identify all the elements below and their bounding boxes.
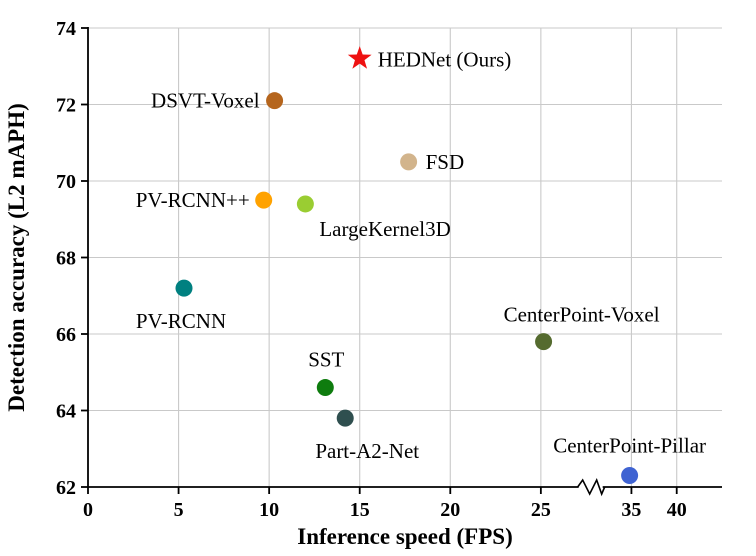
y-tick-label-62: 62 (56, 477, 76, 499)
x-tick-label-10: 10 (259, 499, 279, 521)
point-dsvt-voxel (266, 92, 284, 110)
point-label-centerpoint-voxel: CenterPoint-Voxel (504, 303, 660, 327)
y-tick-label-70: 70 (56, 171, 76, 193)
x-tick-label-25: 25 (531, 499, 551, 521)
point-label-pv-rcnn: PV-RCNN (136, 309, 226, 333)
point-part-a2-net (336, 409, 354, 427)
point-centerpoint-voxel (535, 333, 553, 351)
point-hednet-ours (347, 46, 372, 69)
x-tick-label-20: 20 (440, 499, 460, 521)
y-tick-label-68: 68 (56, 248, 76, 270)
x-tick-label-40: 40 (667, 499, 687, 521)
point-label-hednet-ours: HEDNet (Ours) (378, 48, 512, 72)
x-tick-label-35: 35 (621, 499, 641, 521)
point-centerpoint-pillar (621, 467, 639, 485)
point-label-fsd: FSD (426, 150, 465, 174)
point-label-dsvt-voxel: DSVT-Voxel (151, 89, 260, 113)
point-largekernel3d (296, 195, 314, 213)
y-axis-title: Detection accuracy (L2 mAPH) (4, 103, 29, 411)
x-tick-label-5: 5 (174, 499, 184, 521)
y-tick-label-72: 72 (56, 95, 76, 117)
point-label-sst: SST (308, 348, 344, 372)
point-pv-rcnn (175, 279, 193, 297)
point-sst (316, 379, 334, 397)
axis-break-mask (578, 485, 603, 489)
x-axis-break-icon (577, 477, 606, 497)
point-label-centerpoint-pillar: CenterPoint-Pillar (553, 434, 706, 458)
point-pv-rcnn (255, 191, 273, 209)
x-tick-label-15: 15 (350, 499, 370, 521)
point-label-largekernel3d: LargeKernel3D (319, 217, 450, 241)
x-axis-title: Inference speed (FPS) (297, 524, 512, 549)
y-tick-label-64: 64 (56, 401, 76, 423)
x-tick-label-0: 0 (83, 499, 93, 521)
point-fsd (400, 153, 418, 171)
y-tick-label-74: 74 (56, 18, 76, 40)
y-tick-label-66: 66 (56, 324, 76, 346)
point-label-part-a2-net: Part-A2-Net (315, 439, 419, 463)
point-label-pv-rcnn: PV-RCNN++ (136, 188, 250, 212)
